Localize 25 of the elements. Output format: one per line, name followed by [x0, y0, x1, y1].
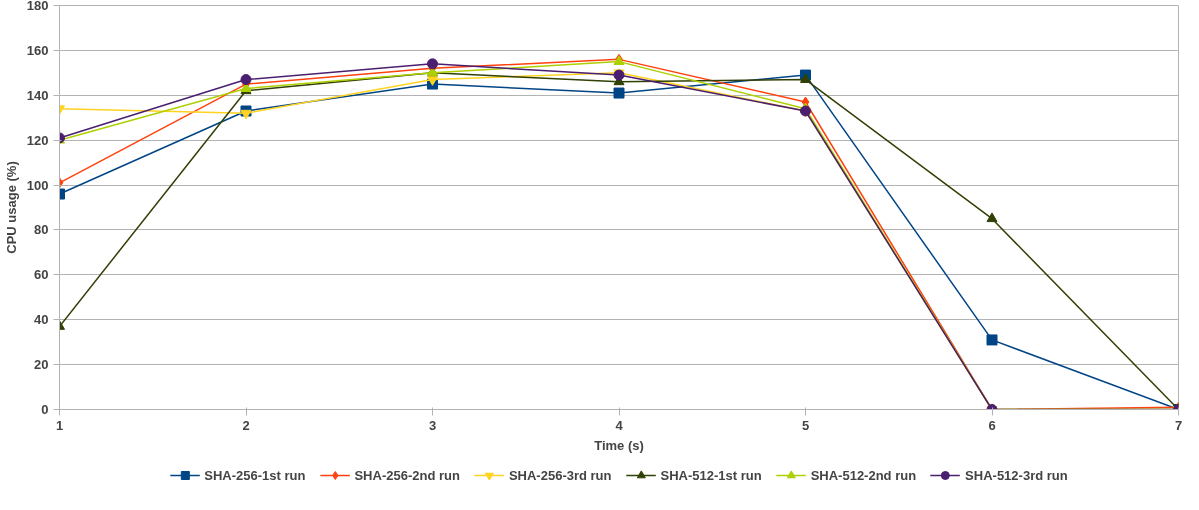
x-tick-label: 2	[242, 417, 250, 433]
x-tick-label: 3	[428, 417, 437, 433]
y-tick-label: 20	[34, 357, 49, 373]
y-tick-label: 100	[26, 177, 49, 193]
y-tick-label: 140	[26, 87, 49, 103]
y-tick-label: 80	[34, 222, 49, 238]
y-tick-label: 120	[26, 132, 49, 148]
x-axis-title: Time (s)	[594, 437, 644, 453]
legend-label: SHA-512-2nd run	[810, 467, 917, 483]
y-tick-label: 60	[34, 267, 49, 283]
legend-label: SHA-256-1st run	[204, 467, 306, 483]
x-tick-label: 4	[615, 417, 624, 433]
x-tick-label: 1	[55, 417, 64, 433]
legend-label: SHA-512-3rd run	[965, 467, 1068, 483]
legend-label: SHA-512-1st run	[660, 467, 762, 483]
legend-label: SHA-256-3rd run	[508, 467, 612, 483]
y-tick-label: 40	[34, 312, 49, 328]
x-tick-label: 6	[988, 417, 996, 433]
legend-label: SHA-256-2nd run	[354, 467, 460, 483]
x-tick-label: 7	[1174, 417, 1183, 433]
y-tick-label: 180	[26, 0, 49, 13]
x-tick-label: 5	[801, 417, 810, 433]
y-axis-title: CPU usage (%)	[3, 161, 19, 254]
y-tick-label: 160	[26, 42, 49, 58]
y-tick-label: 0	[41, 402, 49, 417]
